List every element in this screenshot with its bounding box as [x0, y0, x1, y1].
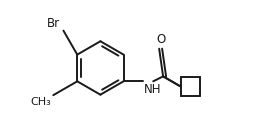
Text: Br: Br: [47, 17, 60, 30]
Text: NH: NH: [144, 83, 162, 96]
Text: CH₃: CH₃: [31, 97, 51, 107]
Text: O: O: [156, 33, 165, 46]
